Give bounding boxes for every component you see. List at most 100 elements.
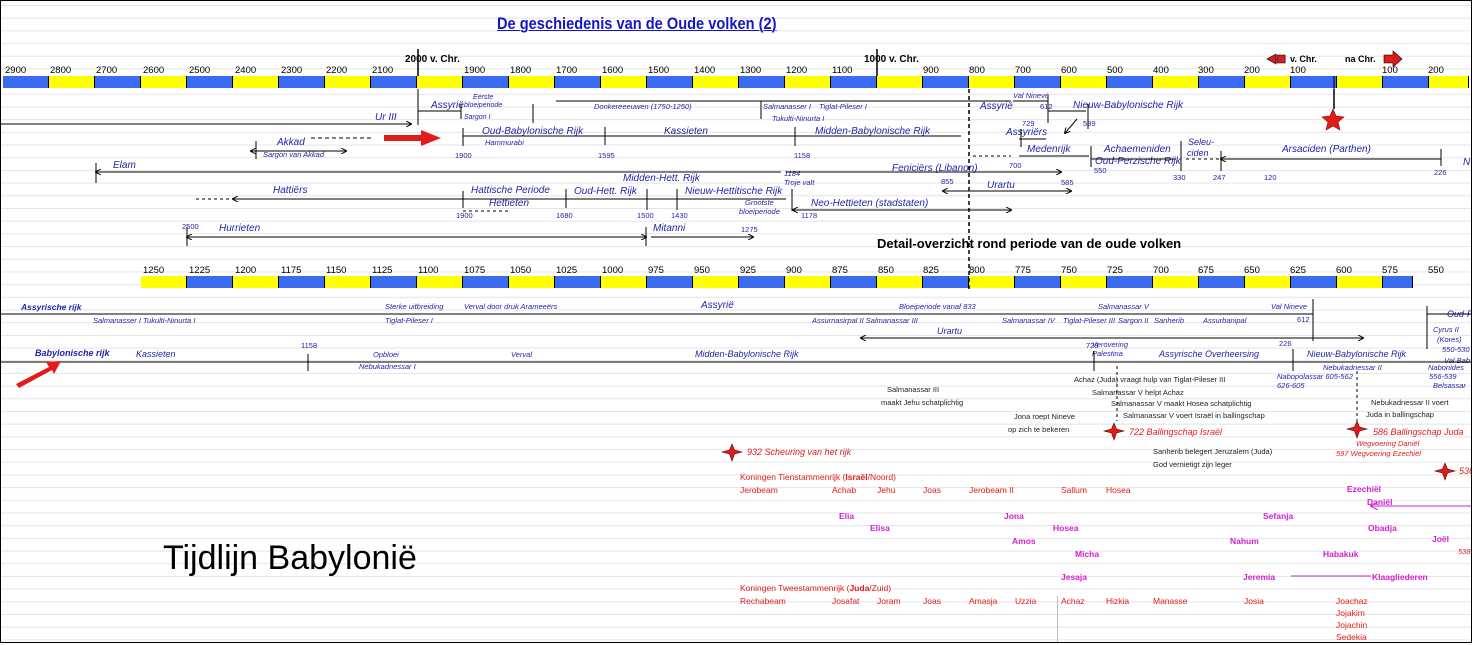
label-val-nineve: Val Ninevé	[1013, 91, 1049, 100]
label-729-low: 729	[1086, 341, 1099, 350]
note: Sanherib belegert Jeruzalem (Juda)	[1153, 447, 1273, 456]
label-assur-salm: Assurnasirpal II Salmanassar III	[812, 316, 918, 325]
prophet-name: Daniёl	[1367, 497, 1393, 507]
tick-label: 500	[1107, 65, 1123, 76]
label-626-605: 626-605	[1277, 381, 1305, 390]
event-932: 932 Scheuring van het rijk	[747, 447, 852, 457]
tick-label: 1125	[372, 265, 393, 276]
lower-timescale-bar	[141, 276, 1413, 288]
label-hammurabi: Hammurabi	[485, 138, 524, 147]
label-nieuw-hett: Nieuw-Hettitische Rijk	[685, 186, 783, 197]
label-cyrus: Cyrus II	[1433, 325, 1459, 334]
tick-label: 1075	[464, 265, 486, 276]
label-urartu: Urartu	[987, 180, 1015, 191]
king-name: Jehu	[877, 485, 896, 495]
king-name: Jojachin	[1336, 620, 1368, 630]
label-1900b: 1900	[456, 211, 473, 220]
king-name: Achaz	[1061, 596, 1085, 606]
note: Nebukadnessar II voert	[1371, 398, 1449, 407]
label-nebu2: Nebukadnessar II	[1323, 363, 1382, 372]
tick-label: 2400	[235, 65, 257, 76]
label-elam: Elam	[113, 160, 136, 171]
tick-label: 950	[694, 265, 710, 276]
label-hettieten: Hettieten	[489, 198, 530, 209]
label-612: 612	[1040, 102, 1053, 111]
king-name: Jojakim	[1336, 608, 1365, 618]
label-729: 729	[1022, 119, 1035, 128]
label-salm-tuk: Salmanasser I Tukulti-Ninurta I	[93, 316, 196, 325]
prophet-name: Obadja	[1368, 523, 1397, 533]
label-nabonides: Nabonides	[1428, 363, 1464, 372]
prophet-name: Sefanja	[1263, 511, 1294, 521]
tick-label: 1000	[602, 265, 624, 276]
tick-label: 975	[648, 265, 664, 276]
star-icon	[1433, 462, 1457, 481]
label-midden-bab: Midden-Babylonische Rijk	[815, 126, 931, 137]
label-ur3: Ur III	[375, 112, 397, 123]
king-name: Jerobeam II	[969, 485, 1014, 495]
tick-label: 1200	[235, 265, 257, 276]
label-855: 855	[941, 177, 954, 186]
tick-label: 2300	[281, 65, 303, 76]
label-1680: 1680	[556, 211, 573, 220]
label-539: 539	[1083, 119, 1096, 128]
note: Salmanassar V voert Israёl in ballingsch…	[1123, 411, 1265, 420]
label-1500: 1500	[637, 211, 654, 220]
king-name: Joachaz	[1336, 596, 1368, 606]
label-tiglat1-low: Tiglat-Pileser I	[385, 316, 433, 325]
arrow-left-tail-icon	[1276, 54, 1286, 64]
tick-label: 1800	[510, 65, 532, 76]
tick-label: 600	[1336, 265, 1352, 276]
label-midden-hett: Midden-Hett. Rijk	[623, 173, 700, 184]
label-verval-arameeers: Verval door druk Arameeërs	[464, 302, 558, 311]
note: God vernietigt zijn leger	[1153, 460, 1232, 469]
label-kassieten: Kassieten	[664, 126, 708, 137]
era-1000-label: 1000 v. Chr.	[864, 54, 919, 65]
note: op zich te bekeren	[1008, 425, 1070, 434]
note: Salmanassar V maakt Hosea schatplichtig	[1111, 399, 1252, 408]
page-title: De geschiedenis van de Oude volken (2)	[497, 14, 777, 33]
tick-label: 900	[923, 65, 939, 76]
tick-label: 900	[786, 265, 802, 276]
prophet-name: Amos	[1012, 536, 1036, 546]
tick-label: 100	[1290, 65, 1306, 76]
label-nebu1: Nebukadnessar I	[359, 362, 416, 371]
upper-lines	[1, 89, 1442, 246]
prophet-name: Jeremia	[1243, 572, 1276, 582]
tick-label: 2900	[5, 65, 27, 76]
note: Salmanassar V helpt Achaz	[1092, 388, 1184, 397]
label-eerste: Eerste	[473, 94, 494, 101]
event-wegv-daniel: Wegvoering Daniёl	[1356, 439, 1420, 448]
label-opbloei: Opbloei	[373, 350, 399, 359]
event-wegv-ezech: 597 Wegvoering Ezechiёl	[1336, 449, 1421, 458]
label-assurbanipal: Assurbanipal	[1203, 316, 1247, 325]
label-nieuw-bab-low: Nieuw-Babylonische Rijk	[1307, 349, 1407, 359]
tick-label: 675	[1198, 265, 1214, 276]
label-assyrie: Assyriё	[431, 100, 464, 111]
tick-label: 875	[832, 265, 848, 276]
label-oud-hett: Oud-Hett. Rijk	[574, 186, 637, 197]
king-name: Achab	[832, 485, 857, 495]
prophet-name: Micha	[1075, 549, 1100, 559]
tick-label: 1100	[832, 65, 853, 76]
era-bc-label: v. Chr.	[1290, 54, 1317, 64]
star-icon	[1102, 422, 1126, 441]
note: Juda in ballingschap	[1366, 410, 1434, 419]
tick-label: 2700	[96, 65, 118, 76]
tick-label: 725	[1107, 265, 1123, 276]
king-name: Josafat	[832, 596, 860, 606]
tick-label: 100	[1382, 65, 1398, 76]
tick-label: 1250	[143, 265, 165, 276]
era-markers	[417, 49, 1335, 291]
tick-label: 1150	[326, 265, 347, 276]
king-name: Sallum	[1061, 485, 1087, 495]
label-verval: Verval	[511, 350, 532, 359]
king-name: Hosea	[1106, 485, 1131, 495]
king-name: Sedekia	[1336, 632, 1367, 642]
label-achaemeniden: Achaemeniden	[1104, 144, 1171, 155]
label-grootste: Grootste	[745, 198, 774, 207]
tick-label: 550	[1428, 265, 1444, 276]
king-name: Hizkia	[1106, 596, 1130, 606]
